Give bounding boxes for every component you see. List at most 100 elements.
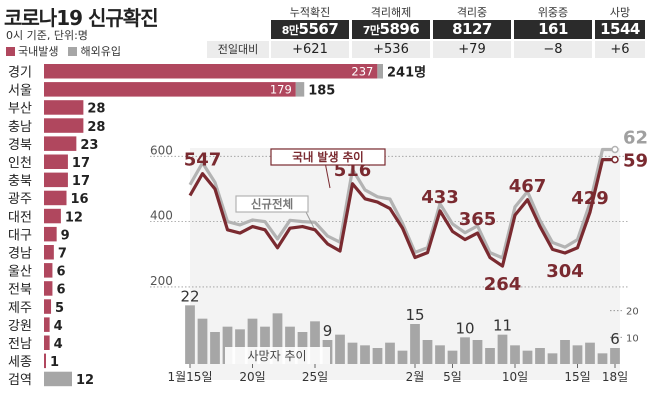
stat-value-main: 1544 (600, 20, 640, 38)
page-title: 코로나19 신규확진 (4, 6, 159, 30)
region-label: 울산 (8, 265, 32, 280)
death-bar (585, 342, 595, 364)
region-total-label: 5 (55, 301, 64, 316)
death-bar (260, 326, 270, 364)
region-total-label: 17 (72, 174, 90, 189)
line-value-label: 365 (459, 209, 497, 230)
x-tick-label: 25일 (302, 370, 328, 384)
stat-value-main: 5896 (379, 20, 420, 38)
region-bar-domestic (44, 172, 68, 188)
delta-label: 전일대비 (207, 41, 269, 58)
death-bar (310, 321, 320, 364)
total-series-label: 신규전체 (251, 197, 293, 211)
stat-value-prefix: 8만 (281, 24, 299, 37)
domestic-series-label: 국내 발생 추이 (292, 150, 364, 164)
death-bar (485, 348, 495, 364)
stat-value: 7만5896 (352, 20, 430, 39)
stat-delta: +621 (271, 41, 349, 58)
total-line (188, 147, 615, 260)
region-total-label: 12 (76, 373, 94, 388)
region-label: 충북 (8, 174, 32, 189)
line-value-label: 304 (546, 261, 584, 282)
death-value-label: 11 (493, 317, 512, 335)
domestic-callout-box (270, 148, 386, 166)
death-value-label: 15 (405, 306, 424, 324)
stat-label: 누적확진 (289, 6, 331, 19)
region-bar-domestic (44, 136, 77, 151)
line-value-label: 433 (421, 187, 459, 208)
region-bar-domestic (44, 335, 50, 350)
region-total-label: 1 (50, 355, 59, 370)
region-total-label: 28 (87, 120, 105, 135)
x-tick-label: 20일 (239, 370, 265, 384)
region-label: 세종 (8, 355, 32, 370)
domestic-callout-leader (324, 161, 331, 189)
region-label: 검역 (8, 373, 32, 388)
total-end-marker (611, 145, 619, 154)
death-bar (460, 337, 470, 364)
stat-value: 8127 (433, 20, 511, 39)
legend-swatch-imported (68, 46, 78, 56)
death-bar (522, 350, 533, 364)
stat-delta: +6 (595, 41, 645, 58)
region-label: 제주 (8, 301, 32, 316)
death-bar (222, 326, 233, 364)
death-bar (422, 340, 433, 364)
region-bar-imported (377, 64, 383, 79)
x-tick-label: 5일 (443, 370, 462, 384)
region-total-label: 7 (58, 247, 67, 262)
stat-value-main: 8127 (452, 20, 492, 38)
region-bar-imported (44, 371, 72, 387)
x-tick-label: 1월15일 (168, 370, 213, 384)
region-label: 부산 (8, 102, 32, 117)
death-series-label: 사망자 추이 (247, 349, 306, 363)
death-bar (410, 324, 420, 364)
region-total-label: 23 (80, 138, 98, 153)
death-bar (447, 350, 458, 364)
x-tick-label: 2월 (406, 370, 425, 384)
death-bar (347, 342, 358, 364)
stat-label: 사망 (609, 6, 631, 19)
x-tick-label: 15일 (564, 370, 590, 384)
stat-delta: −8 (514, 41, 592, 58)
legend-swatch-domestic (6, 46, 15, 56)
region-inner-label: 237 (351, 65, 373, 79)
death-value-label: 9 (323, 322, 333, 340)
death-bar (372, 348, 383, 364)
death-bar (360, 345, 370, 364)
region-total-label: 241명 (387, 65, 426, 81)
stat-value-main: 5567 (298, 20, 339, 38)
line-value-label: 429 (571, 188, 609, 209)
region-label: 인천 (8, 156, 32, 171)
legend-label-imported: 해외유입 (80, 45, 121, 58)
death-bar (272, 313, 283, 364)
death-value-label: 10 (455, 319, 474, 337)
death-bar (472, 340, 483, 364)
death-bar (397, 350, 408, 364)
region-bar-domestic (44, 226, 57, 242)
line-value-label: 621 (623, 127, 648, 148)
y-tick-label: 600 (150, 143, 173, 157)
death-series-label-bg (225, 347, 330, 364)
region-bar-domestic (44, 317, 50, 332)
region-bar-domestic (44, 64, 378, 79)
region-total-label: 17 (72, 156, 90, 171)
stat-delta: +536 (352, 41, 430, 58)
legend: 국내발생 해외유입 (6, 43, 121, 59)
death-bar (435, 345, 445, 364)
legend-label-domestic: 국내발생 (18, 45, 59, 58)
stat-label: 격리중 (456, 6, 488, 19)
domestic-end-marker (611, 155, 619, 164)
region-label: 경기 (8, 66, 32, 81)
death-value-label: 22 (180, 287, 199, 305)
death-bar (235, 329, 245, 364)
region-bar-domestic (44, 281, 53, 296)
region-total-label: 12 (65, 210, 83, 225)
region-label: 대구 (8, 228, 32, 243)
death-bar (285, 326, 295, 364)
death-bar (197, 318, 208, 364)
domestic-line (188, 157, 615, 268)
region-total-label: 16 (71, 192, 89, 207)
death-bar (497, 334, 508, 364)
